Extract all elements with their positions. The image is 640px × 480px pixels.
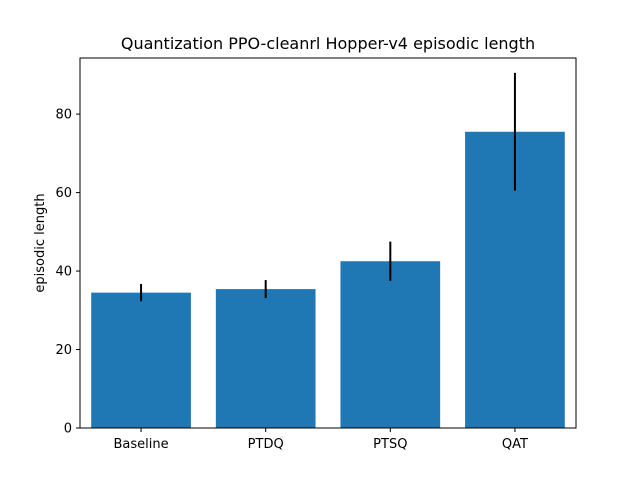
y-tick-label: 0 bbox=[64, 422, 72, 437]
y-tick-label: 40 bbox=[55, 265, 72, 280]
y-axis: 0 20 40 60 80 bbox=[55, 108, 80, 437]
x-tick-label: Baseline bbox=[114, 437, 169, 452]
chart-title: Quantization PPO-cleanrl Hopper-v4 episo… bbox=[121, 34, 535, 53]
bar-ptdq bbox=[215, 289, 316, 428]
x-tick-label: QAT bbox=[502, 437, 528, 452]
error-bars-group bbox=[140, 72, 516, 302]
y-axis-label: episodic length bbox=[33, 193, 48, 292]
plot-frame bbox=[79, 57, 577, 429]
bars-group bbox=[91, 131, 565, 428]
y-tick-label: 60 bbox=[55, 186, 72, 201]
bar-baseline bbox=[91, 292, 191, 428]
x-axis: Baseline PTDQ PTSQ QAT bbox=[114, 428, 528, 452]
x-tick-label: PTSQ bbox=[373, 437, 407, 452]
bar-ptsq bbox=[340, 261, 441, 428]
y-tick-label: 20 bbox=[55, 343, 72, 358]
y-tick-label: 80 bbox=[55, 108, 72, 123]
x-tick-label: PTDQ bbox=[248, 437, 284, 452]
